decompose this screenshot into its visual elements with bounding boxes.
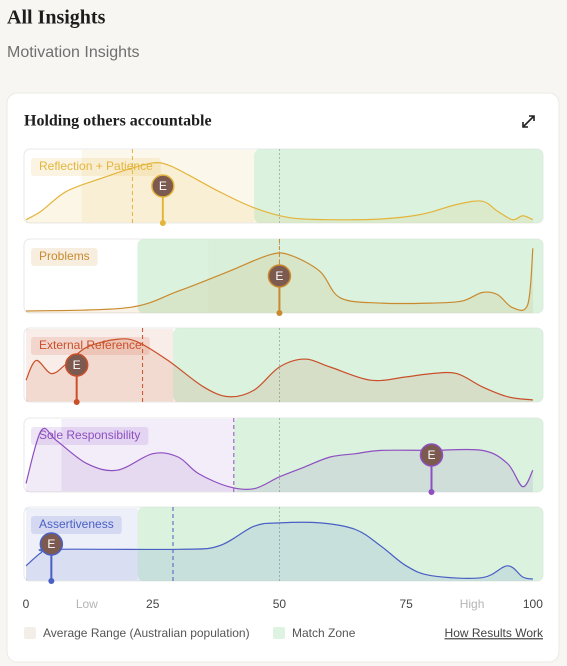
panel-label: External Reference	[39, 338, 142, 352]
match-zone	[172, 328, 544, 402]
marker-label: E	[47, 537, 55, 551]
label-pill	[31, 248, 98, 266]
marker-label: E	[275, 269, 283, 283]
insight-chart: Sole Responsibility E	[23, 417, 544, 495]
x-tick-label: 100	[523, 597, 543, 611]
marker-foot	[159, 220, 166, 226]
legend-match: Match Zone	[292, 626, 356, 640]
label-pill	[31, 427, 149, 445]
panel-label: Reflection + Patience	[39, 159, 153, 173]
marker-label: E	[73, 358, 81, 372]
average-range	[26, 329, 173, 401]
legend-average: Average Range (Australian population)	[43, 626, 250, 640]
x-tick-label: 50	[273, 597, 287, 611]
panels: Reflection + PatienceEProblemsEExternal …	[23, 148, 544, 584]
panel-label: Sole Responsibility	[39, 428, 140, 442]
marker-label: E	[159, 179, 167, 193]
page-subtitle: Motivation Insights	[7, 44, 140, 61]
marker-foot	[428, 489, 435, 495]
curve	[25, 162, 534, 221]
marker	[64, 353, 89, 377]
how-results-link[interactable]: How Results Work	[445, 626, 544, 640]
panel-label: Problems	[39, 249, 90, 263]
insight-chart: External Reference E	[23, 327, 544, 405]
x-tick-label: Low	[76, 597, 98, 611]
match-zone	[233, 418, 543, 492]
x-tick-label: 75	[399, 597, 413, 611]
marker-label: E	[427, 448, 435, 462]
legend-swatch-average	[24, 627, 36, 639]
match-zone	[254, 149, 543, 223]
x-tick-label: 0	[23, 597, 30, 611]
insight-chart: Assertiveness E	[23, 506, 544, 584]
curve	[25, 427, 534, 491]
marker	[39, 532, 64, 556]
marker	[419, 443, 444, 467]
match-zone	[137, 239, 543, 313]
area-fill	[26, 428, 533, 492]
insight-chart: Reflection + Patience E	[23, 148, 544, 226]
area-fill	[26, 162, 533, 223]
marker-foot	[48, 578, 55, 584]
marker-foot	[276, 310, 283, 316]
label-pill	[31, 337, 150, 355]
x-tick-label: 25	[146, 597, 160, 611]
match-zone	[137, 507, 543, 581]
marker-foot	[73, 399, 80, 405]
expand-icon[interactable]	[522, 115, 535, 128]
curve	[25, 521, 533, 580]
panel-label: Assertiveness	[39, 517, 114, 531]
x-tick-label: High	[460, 597, 485, 611]
marker	[267, 264, 292, 288]
label-pill	[31, 516, 122, 534]
card-title: Holding others accountable	[24, 113, 212, 130]
marker	[151, 174, 175, 198]
area-fill	[26, 338, 533, 402]
insight-chart: Problems E	[23, 238, 544, 316]
legend-swatch-match	[273, 627, 285, 639]
curve	[25, 248, 534, 312]
label-pill	[31, 158, 161, 176]
page-title: All Insights	[7, 7, 106, 29]
